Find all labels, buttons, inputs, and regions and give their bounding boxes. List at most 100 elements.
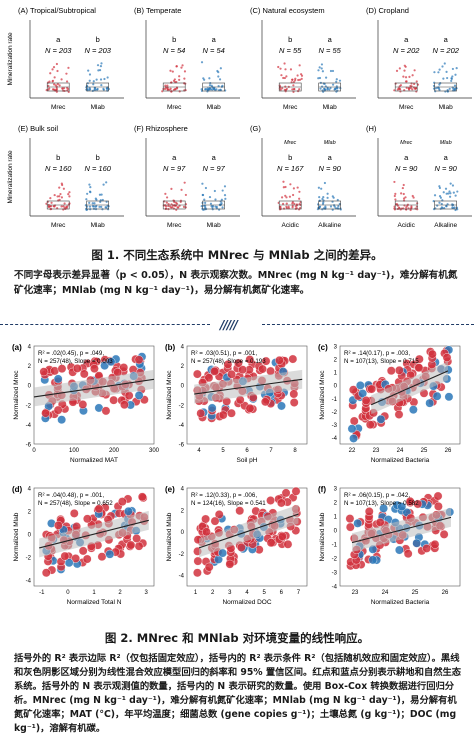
- y-axis-label: Normalized Mrec: [319, 370, 326, 420]
- data-point: [214, 89, 217, 92]
- n-label: N = 160: [45, 164, 72, 173]
- data-point: [196, 408, 206, 418]
- data-point: [284, 185, 287, 189]
- data-point: [296, 74, 299, 77]
- data-point: [437, 86, 440, 89]
- data-point: [415, 80, 418, 83]
- fig2-panel: (e) 4 2 0 -2 -4 1 2 3 4 5 6 7 Normalized DOC Normalize…: [165, 485, 308, 606]
- y-tick-label: -2: [332, 410, 338, 416]
- data-point: [379, 503, 388, 513]
- data-point: [434, 501, 443, 511]
- data-point: [400, 192, 403, 195]
- x-tick-label: 25: [412, 590, 419, 596]
- fig1-panel: (C) Natural ecosystem b N = 55 Mrec a N = 55 M…: [250, 6, 356, 111]
- data-point: [106, 76, 109, 79]
- fig1-panel: (H) a N = 90 Acidic Mrec a N = 90 Alkaline Mlab: [366, 124, 472, 229]
- data-point: [204, 373, 214, 383]
- data-point: [442, 77, 445, 80]
- data-point: [394, 198, 397, 201]
- n-label: N = 55: [319, 46, 342, 55]
- data-point: [285, 87, 288, 91]
- y-tick-label: -3: [332, 571, 338, 577]
- fig2-panel: (f) 3 2 1 0 -1 -2 -3 -4 23 24 25 26 Normalized Bacter…: [318, 485, 461, 606]
- y-tick-label: -4: [332, 436, 338, 442]
- data-point: [164, 192, 167, 195]
- data-point: [53, 374, 63, 384]
- data-point: [451, 67, 454, 71]
- data-point: [404, 80, 408, 83]
- x-axis-label: Normalized Total N: [67, 599, 122, 606]
- significance-letter: b: [96, 35, 100, 44]
- data-point: [338, 202, 341, 206]
- data-point: [291, 88, 294, 91]
- data-point: [62, 87, 66, 90]
- data-point: [293, 202, 296, 205]
- data-point: [223, 185, 227, 188]
- data-point: [204, 186, 208, 190]
- data-point: [328, 88, 331, 91]
- data-point: [448, 87, 451, 90]
- figure2-note: 括号外的 R² 表示边际 R²（仅包括固定效应），括号内的 R² 表示条件 R²…: [14, 653, 462, 734]
- x-tick-label: 25: [421, 448, 428, 454]
- data-point: [49, 197, 52, 200]
- significance-letter: b: [288, 35, 292, 44]
- y-tick-label: -2: [179, 403, 185, 409]
- data-point: [208, 84, 212, 87]
- data-point: [434, 87, 437, 90]
- data-point: [408, 75, 411, 78]
- data-point: [58, 195, 61, 198]
- data-point: [164, 87, 167, 91]
- data-point: [393, 194, 396, 198]
- data-point: [438, 185, 441, 188]
- data-point: [320, 67, 323, 70]
- panel-title: (H): [366, 124, 377, 133]
- data-point: [403, 549, 413, 559]
- data-point: [414, 354, 424, 364]
- data-point: [353, 518, 363, 528]
- data-point: [345, 514, 355, 524]
- data-point: [349, 416, 359, 426]
- x-tick-label: 6: [245, 448, 249, 454]
- data-point: [51, 80, 54, 83]
- n-label: N = 202: [393, 46, 420, 55]
- data-point: [331, 69, 335, 73]
- data-point: [396, 88, 399, 91]
- data-point: [98, 69, 102, 72]
- data-point: [281, 87, 284, 90]
- data-point: [85, 198, 88, 201]
- data-point: [53, 193, 56, 197]
- data-point: [180, 66, 183, 69]
- data-point: [120, 400, 129, 410]
- data-point: [213, 189, 216, 193]
- data-point: [100, 62, 103, 65]
- data-point: [447, 192, 450, 195]
- data-point: [285, 207, 289, 210]
- data-point: [59, 192, 62, 196]
- data-point: [317, 186, 320, 189]
- data-point: [67, 66, 70, 69]
- data-point: [404, 76, 408, 79]
- data-point: [100, 205, 103, 208]
- data-point: [214, 510, 224, 519]
- data-point: [78, 546, 88, 556]
- data-point: [119, 363, 129, 372]
- panel-tag: (c): [318, 343, 328, 352]
- data-point: [413, 69, 416, 72]
- data-point: [39, 367, 49, 377]
- data-point: [283, 539, 293, 549]
- y-tick-label: -6: [179, 443, 185, 449]
- data-point: [282, 180, 285, 183]
- data-point: [202, 527, 211, 537]
- data-point: [454, 208, 457, 212]
- data-point: [411, 194, 414, 198]
- data-point: [456, 190, 459, 193]
- data-point: [200, 88, 203, 91]
- trend-line: [194, 378, 303, 395]
- data-point: [134, 355, 144, 365]
- data-point: [291, 193, 295, 197]
- y-tick-label: 1: [334, 515, 338, 521]
- data-point: [438, 83, 441, 86]
- significance-letter: a: [212, 35, 217, 44]
- data-point: [450, 79, 453, 83]
- data-point: [277, 531, 287, 541]
